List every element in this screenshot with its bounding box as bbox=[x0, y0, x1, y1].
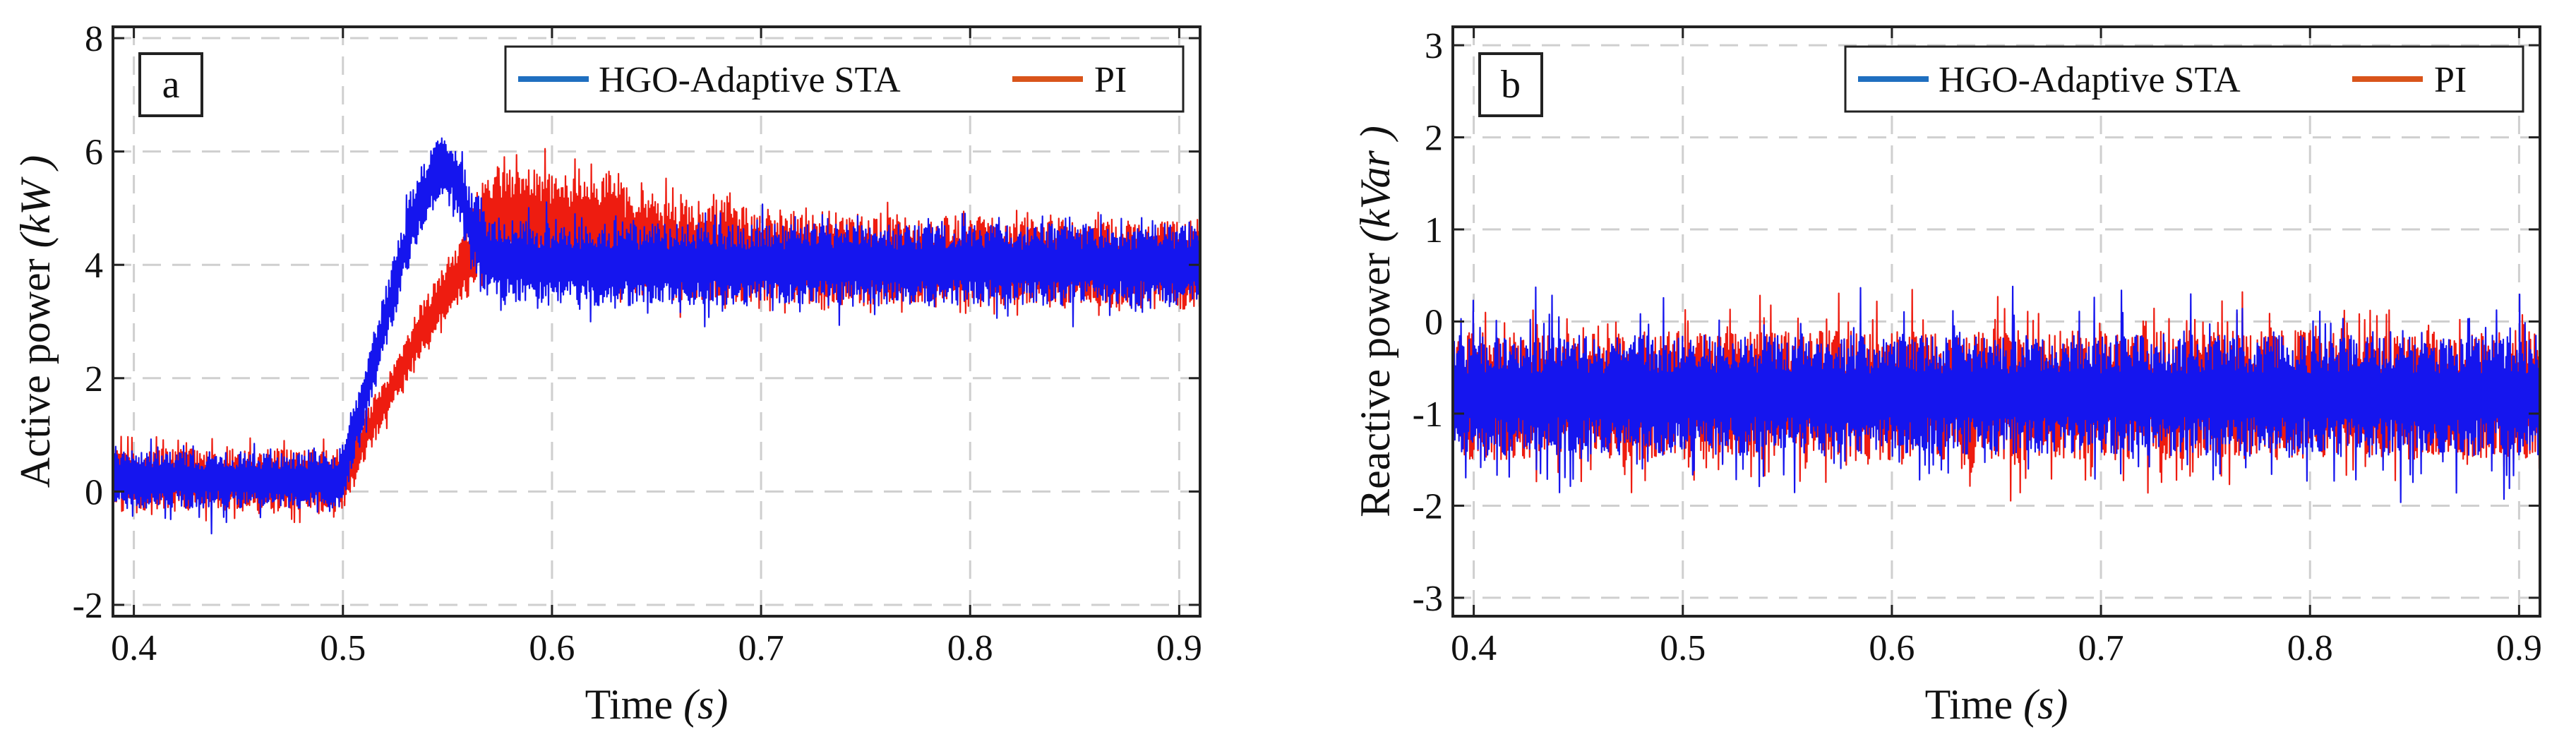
x-axis-label-unit: (s) bbox=[2023, 681, 2068, 728]
series-line-hgo-adaptive-sta bbox=[1453, 285, 2540, 503]
panel-tag-box bbox=[1478, 52, 1543, 117]
panel-a-active-power: 0.4 0.5 0.6 0.7 0.8 0.9 -2 0 2 4 6 8 Time (s) Active … bbox=[12, 19, 1202, 728]
legend: HGO-Adaptive STA PI bbox=[1844, 45, 2524, 113]
y-tick-label: 1 bbox=[1425, 210, 1443, 251]
panel-tag-label: b bbox=[1501, 63, 1521, 107]
data-traces bbox=[113, 137, 1200, 535]
legend-label-hgo-adaptive-sta: HGO-Adaptive STA bbox=[599, 60, 901, 100]
x-tick-label: 0.9 bbox=[2496, 628, 2542, 668]
x-tick-label: 0.7 bbox=[738, 628, 784, 668]
legend-label-pi: PI bbox=[1094, 60, 1127, 100]
series-line-hgo-adaptive-sta bbox=[113, 137, 1200, 535]
y-tick-label: 6 bbox=[85, 133, 103, 173]
x-tick-label: 0.4 bbox=[111, 628, 157, 668]
y-tick-label: 4 bbox=[85, 246, 103, 286]
y-axis-label-main: Active power bbox=[12, 248, 59, 488]
x-tick-label: 0.8 bbox=[2287, 628, 2333, 668]
x-tick-label: 0.5 bbox=[320, 628, 366, 668]
x-axis-label-main: Time bbox=[585, 681, 684, 728]
x-tick-label: 0.6 bbox=[529, 628, 575, 668]
x-tick-label: 0.8 bbox=[947, 628, 993, 668]
x-tick-label: 0.9 bbox=[1156, 628, 1202, 668]
legend-label-hgo-adaptive-sta: HGO-Adaptive STA bbox=[1939, 60, 2241, 100]
legend: HGO-Adaptive STA PI bbox=[504, 45, 1185, 113]
y-tick-label: 0 bbox=[1425, 303, 1443, 343]
y-tick-label: 2 bbox=[1425, 119, 1443, 159]
y-axis-label: Reactive power (kVar ) bbox=[1352, 126, 1398, 517]
plot-frame bbox=[112, 25, 1202, 618]
x-axis-label-main: Time bbox=[1925, 681, 2024, 728]
x-axis-label: Time (s) bbox=[1925, 681, 2068, 728]
y-tick-label: 0 bbox=[85, 472, 103, 512]
legend-box bbox=[504, 45, 1185, 113]
y-tick-label: -3 bbox=[1413, 579, 1443, 619]
y-tick-label: 8 bbox=[85, 19, 103, 59]
x-axis-label: Time (s) bbox=[585, 681, 729, 728]
y-tick-label: -1 bbox=[1413, 395, 1443, 435]
panel-tag: a bbox=[138, 52, 203, 117]
x-axis-label-unit: (s) bbox=[683, 681, 728, 728]
y-axis-label-unit: (kVar ) bbox=[1352, 126, 1398, 242]
y-axis-label: Active power (kW ) bbox=[12, 155, 59, 488]
data-traces bbox=[1453, 285, 2540, 503]
panel-b-reactive-power: 0.4 0.5 0.6 0.7 0.8 0.9 -3 -2 -1 0 1 2 3 Time (s) Reac… bbox=[1352, 25, 2542, 728]
x-tick-label: 0.5 bbox=[1660, 628, 1706, 668]
y-tick-label: 2 bbox=[85, 359, 103, 399]
legend-label-pi: PI bbox=[2434, 60, 2467, 100]
panel-tag: b bbox=[1478, 52, 1543, 117]
panel-tag-box bbox=[138, 52, 203, 117]
y-tick-label: -2 bbox=[1413, 486, 1443, 527]
y-axis-label-unit: (kW ) bbox=[12, 155, 59, 248]
panel-tag-label: a bbox=[162, 63, 180, 107]
y-tick-label: -2 bbox=[73, 586, 103, 626]
x-tick-label: 0.7 bbox=[2078, 628, 2124, 668]
y-axis-label-main: Reactive power bbox=[1352, 242, 1398, 517]
plot-area bbox=[113, 27, 1200, 616]
x-tick-label: 0.4 bbox=[1451, 628, 1497, 668]
y-tick-label: 3 bbox=[1425, 26, 1443, 66]
x-tick-label: 0.6 bbox=[1869, 628, 1915, 668]
